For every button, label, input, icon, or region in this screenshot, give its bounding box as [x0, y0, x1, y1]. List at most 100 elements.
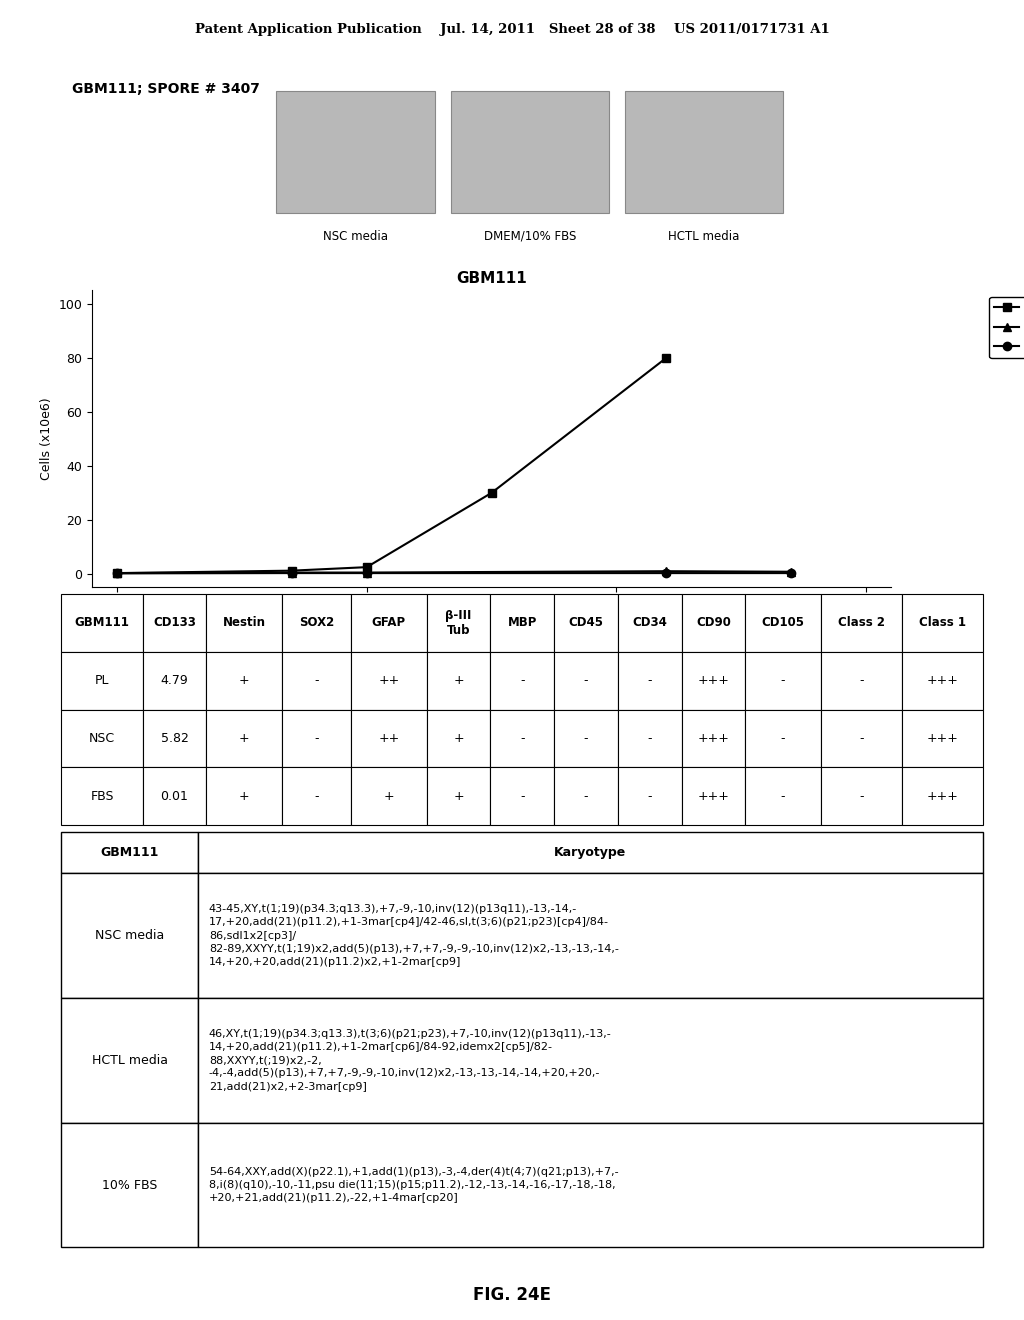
- Bar: [554, 652, 617, 710]
- Text: FBS: FBS: [90, 789, 114, 803]
- Text: NSC media: NSC media: [324, 230, 388, 243]
- Bar: [198, 998, 983, 1122]
- Line: FBS: FBS: [113, 569, 796, 578]
- Bar: [427, 767, 490, 825]
- Text: Nestin: Nestin: [222, 616, 265, 630]
- Text: +: +: [454, 731, 464, 744]
- Text: Karyotype: Karyotype: [554, 846, 627, 859]
- Bar: [617, 767, 682, 825]
- Text: -: -: [859, 675, 863, 688]
- Bar: [490, 652, 554, 710]
- Text: -: -: [647, 789, 652, 803]
- Text: -: -: [859, 731, 863, 744]
- Line: NSC: NSC: [113, 568, 796, 577]
- Bar: [554, 594, 617, 652]
- Text: NSC media: NSC media: [95, 929, 164, 942]
- Bar: [198, 832, 983, 874]
- Bar: [745, 594, 821, 652]
- Text: Class 1: Class 1: [919, 616, 966, 630]
- Bar: [682, 652, 745, 710]
- PL: [111, 565, 123, 581]
- Text: CD90: CD90: [696, 616, 731, 630]
- Bar: [745, 652, 821, 710]
- Bar: [427, 652, 490, 710]
- Text: +++: +++: [927, 789, 958, 803]
- Bar: [207, 594, 282, 652]
- Text: ++: ++: [378, 675, 399, 688]
- Text: +++: +++: [697, 675, 729, 688]
- Text: +: +: [454, 675, 464, 688]
- Bar: [61, 1122, 198, 1247]
- Text: 54-64,XXY,add(X)(p22.1),+1,add(1)(p13),-3,-4,der(4)t(4;7)(q21;p13),+7,-
8,i(8)(q: 54-64,XXY,add(X)(p22.1),+1,add(1)(p13),-…: [209, 1167, 618, 1204]
- Text: +: +: [454, 789, 464, 803]
- Text: -: -: [781, 789, 785, 803]
- Text: CD45: CD45: [568, 616, 603, 630]
- Bar: [617, 594, 682, 652]
- Text: 0.01: 0.01: [161, 789, 188, 803]
- Text: HCTL media: HCTL media: [91, 1053, 168, 1067]
- Text: ++: ++: [378, 731, 399, 744]
- Bar: [821, 767, 902, 825]
- Text: -: -: [520, 731, 524, 744]
- NSC: [360, 565, 373, 581]
- Text: -: -: [520, 675, 524, 688]
- Y-axis label: Cells (x10e6): Cells (x10e6): [40, 397, 53, 480]
- Text: -: -: [584, 731, 588, 744]
- Bar: [207, 767, 282, 825]
- Bar: [617, 710, 682, 767]
- Text: +: +: [384, 789, 394, 803]
- Text: CD133: CD133: [153, 616, 196, 630]
- Text: DMEM/10% FBS: DMEM/10% FBS: [483, 230, 577, 243]
- Bar: [451, 91, 609, 214]
- Text: HCTL media: HCTL media: [669, 230, 739, 243]
- Text: GBM111: GBM111: [75, 616, 129, 630]
- Text: +: +: [239, 731, 249, 744]
- Text: +++: +++: [697, 731, 729, 744]
- Title: GBM111: GBM111: [456, 272, 527, 286]
- Legend: PL, NSC, FBS: PL, NSC, FBS: [989, 297, 1024, 358]
- Bar: [142, 594, 207, 652]
- FBS: [785, 565, 798, 581]
- Bar: [282, 767, 351, 825]
- Text: 43-45,XY,t(1;19)(p34.3;q13.3),+7,-9,-10,inv(12)(p13q11),-13,-14,-
17,+20,add(21): 43-45,XY,t(1;19)(p34.3;q13.3),+7,-9,-10,…: [209, 904, 618, 968]
- Bar: [821, 710, 902, 767]
- Text: FIG. 24E: FIG. 24E: [473, 1286, 551, 1304]
- Text: -: -: [314, 789, 318, 803]
- Bar: [207, 710, 282, 767]
- Text: GBM111: GBM111: [100, 846, 159, 859]
- Text: -: -: [859, 789, 863, 803]
- PL: [360, 560, 373, 576]
- Text: CD105: CD105: [762, 616, 805, 630]
- Bar: [427, 710, 490, 767]
- Bar: [625, 91, 783, 214]
- Text: 4.79: 4.79: [161, 675, 188, 688]
- Bar: [198, 874, 983, 998]
- Text: Class 2: Class 2: [838, 616, 885, 630]
- Text: PL: PL: [95, 675, 110, 688]
- Text: +: +: [239, 675, 249, 688]
- Text: +++: +++: [697, 789, 729, 803]
- Bar: [142, 652, 207, 710]
- PL: [485, 484, 498, 500]
- Bar: [821, 594, 902, 652]
- Bar: [61, 710, 142, 767]
- Bar: [61, 767, 142, 825]
- Bar: [821, 652, 902, 710]
- Text: -: -: [781, 731, 785, 744]
- Bar: [61, 832, 198, 874]
- Text: β-III
Tub: β-III Tub: [445, 609, 472, 636]
- Bar: [351, 594, 427, 652]
- Bar: [490, 710, 554, 767]
- Bar: [282, 652, 351, 710]
- Bar: [554, 767, 617, 825]
- Text: -: -: [584, 675, 588, 688]
- Bar: [351, 652, 427, 710]
- Bar: [682, 594, 745, 652]
- Bar: [682, 767, 745, 825]
- Text: Patent Application Publication    Jul. 14, 2011   Sheet 28 of 38    US 2011/0171: Patent Application Publication Jul. 14, …: [195, 24, 829, 36]
- Bar: [61, 652, 142, 710]
- Bar: [207, 652, 282, 710]
- Text: -: -: [584, 789, 588, 803]
- Bar: [61, 874, 198, 998]
- Bar: [61, 594, 142, 652]
